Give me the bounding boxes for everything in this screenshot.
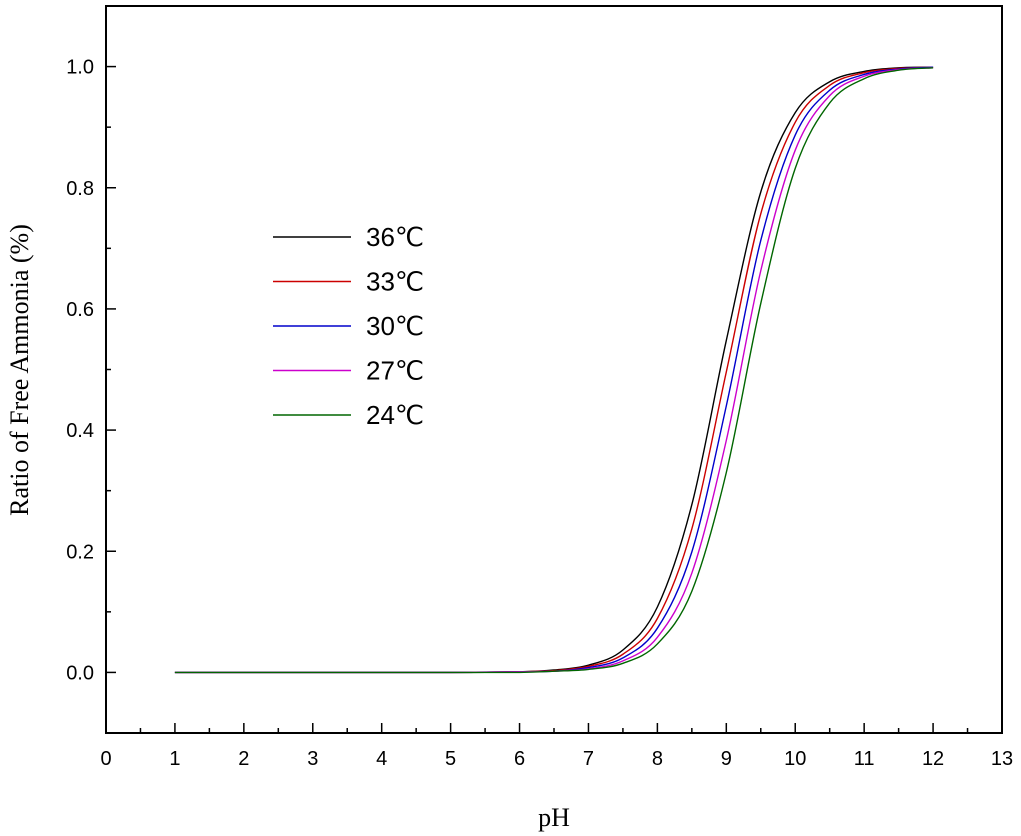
legend: 36℃ 33℃ 30℃ 27℃ 24℃ [273, 222, 424, 430]
x-tick-label: 8 [652, 748, 663, 770]
x-tick-label: 7 [583, 748, 594, 770]
x-tick-label: 6 [514, 748, 525, 770]
x-tick-label: 0 [100, 748, 111, 770]
series-line [174, 67, 934, 674]
legend-label: 33℃ [366, 267, 424, 297]
y-tick-label: 0.6 [66, 299, 94, 321]
x-tick-label: 2 [238, 748, 249, 770]
x-tick-label: 4 [376, 748, 387, 770]
x-axis: 0 1 2 3 4 5 6 7 8 9 10 11 12 13 [100, 723, 1013, 770]
series-lines [174, 66, 934, 674]
x-tick-label: 9 [721, 748, 732, 770]
x-tick-label: 10 [784, 748, 806, 770]
legend-label: 27℃ [366, 356, 424, 386]
x-tick-label: 5 [445, 748, 456, 770]
plot-frame [105, 5, 1003, 734]
legend-label: 24℃ [366, 400, 424, 430]
y-tick-label: 0.2 [66, 541, 94, 563]
legend-label: 36℃ [366, 222, 424, 252]
y-axis: 0.0 0.2 0.4 0.6 0.8 1.0 [66, 5, 116, 734]
x-axis-title: pH [538, 803, 570, 832]
x-tick-label: 1 [169, 748, 180, 770]
x-tick-label: 11 [854, 748, 875, 770]
legend-label: 30℃ [366, 311, 424, 341]
y-axis-title: Ratio of Free Ammonia (%) [5, 224, 34, 516]
y-tick-label: 0.8 [66, 178, 94, 200]
x-tick-label: 3 [307, 748, 318, 770]
y-tick-label: 0.0 [66, 662, 94, 684]
x-tick-label: 12 [922, 748, 944, 770]
y-tick-label: 0.4 [66, 420, 94, 442]
x-tick-label: 13 [991, 748, 1013, 770]
y-tick-label: 1.0 [66, 57, 94, 79]
